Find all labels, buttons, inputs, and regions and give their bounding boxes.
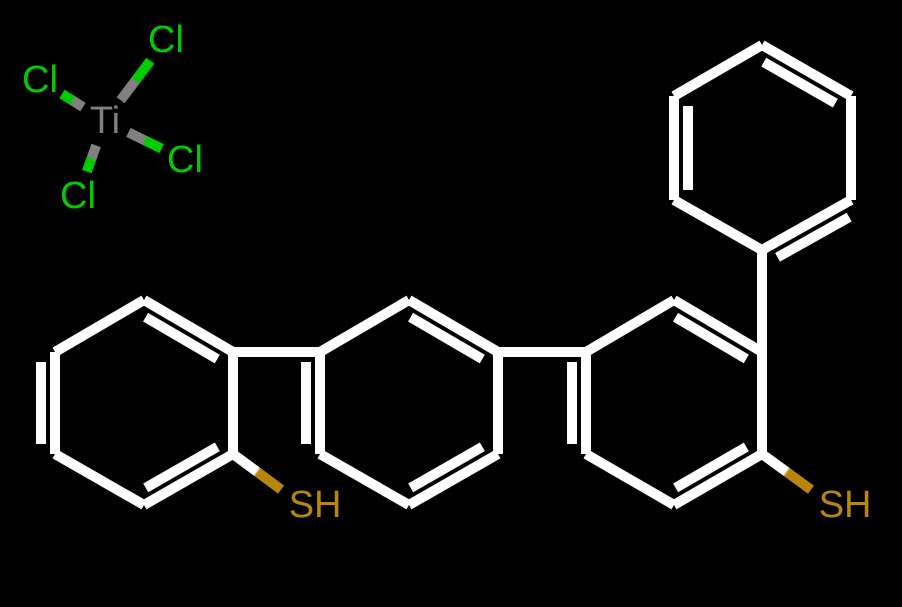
atom-label-Cl3: Cl (60, 175, 96, 217)
atom-label-R2s: SH (819, 484, 872, 526)
atom-label-Ti: Ti (90, 100, 120, 142)
atom-label-Cl4: Cl (167, 139, 203, 181)
atom-label-R0s: SH (289, 484, 342, 526)
atom-label-Cl2: Cl (22, 59, 58, 101)
molecule-diagram: Ti Cl Cl Cl Cl SH SH (0, 0, 902, 607)
atom-label-Cl1: Cl (148, 19, 184, 61)
